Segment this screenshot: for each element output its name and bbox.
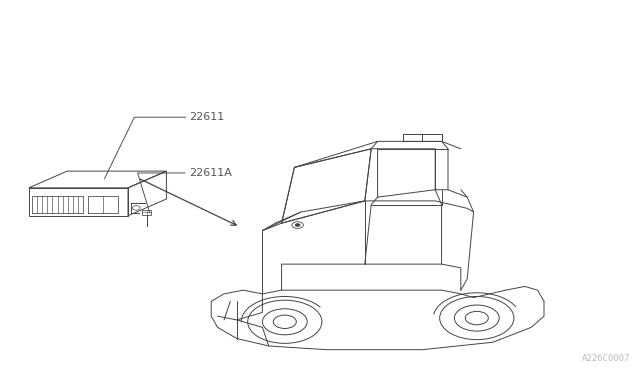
Circle shape xyxy=(295,224,300,227)
Text: 22611: 22611 xyxy=(189,112,224,122)
Text: A226C0007: A226C0007 xyxy=(582,354,630,363)
Text: 22611A: 22611A xyxy=(189,168,232,178)
